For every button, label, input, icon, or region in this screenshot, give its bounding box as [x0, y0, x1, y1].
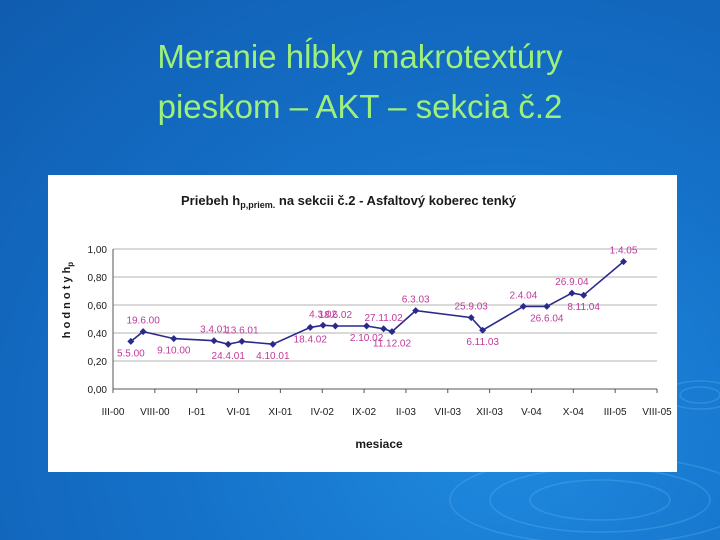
data-point	[210, 337, 218, 345]
y-tick-label: 0,60	[88, 301, 108, 312]
x-tick-label: II-03	[396, 407, 416, 418]
data-label: 13.6.01	[225, 325, 259, 336]
data-point	[568, 289, 576, 297]
data-label: 26.9.04	[555, 277, 589, 288]
data-label: 25.9.03	[455, 302, 489, 313]
series-layer	[127, 258, 628, 348]
data-point	[269, 340, 277, 348]
data-point	[170, 335, 178, 343]
x-tick-label: XI-01	[268, 407, 292, 418]
data-label: 26.6.04	[530, 313, 564, 324]
x-tick-label: V-04	[521, 407, 542, 418]
data-label: 19.6.00	[126, 316, 160, 327]
x-tick-label: IV-02	[311, 407, 335, 418]
data-label: 6.3.03	[402, 295, 430, 306]
line-chart: Priebeh hp,priem. na sekcii č.2 - Asfalt…	[61, 193, 673, 451]
data-label: 9.10.00	[157, 346, 191, 357]
data-point	[380, 325, 388, 333]
data-point	[127, 337, 135, 345]
data-label: 18.4.02	[294, 334, 328, 345]
data-point	[319, 321, 327, 329]
y-tick-label: 0,80	[88, 273, 108, 284]
x-axis-label: mesiace	[355, 437, 403, 451]
data-label: 24.4.01	[212, 351, 246, 362]
x-tick-label: III-05	[604, 407, 627, 418]
x-tick-label: VIII-05	[642, 407, 672, 418]
y-tick-label: 0,00	[88, 385, 108, 396]
data-point	[620, 258, 628, 266]
data-label: 6.11.03	[466, 337, 499, 348]
data-label: 3.4.01	[200, 325, 228, 336]
slide-title-line2: pieskom – AKT – sekcia č.2	[157, 88, 563, 125]
data-point	[224, 340, 232, 348]
data-point	[388, 328, 396, 336]
slide-title: Meranie hĺbky makrotextúry pieskom – AKT…	[0, 32, 720, 132]
data-point	[519, 302, 527, 310]
data-point	[363, 322, 371, 330]
data-label: 8.11.04	[567, 302, 600, 313]
data-point	[306, 323, 314, 331]
data-label: 18.6.02	[319, 310, 353, 321]
x-tick-label: VII-03	[434, 407, 461, 418]
y-tick-label: 0,40	[88, 329, 108, 340]
x-tick-label: I-01	[188, 407, 206, 418]
data-point	[580, 291, 588, 299]
y-tick-label: 0,20	[88, 357, 108, 368]
data-point	[467, 314, 475, 322]
chart-title: Priebeh hp,priem. na sekcii č.2 - Asfalt…	[181, 193, 517, 210]
x-tick-label: XII-03	[476, 407, 503, 418]
data-point	[479, 326, 487, 334]
y-tick-label: 1,00	[88, 245, 108, 256]
data-point	[238, 337, 246, 345]
data-label: 1.4.05	[610, 246, 638, 257]
data-point	[139, 328, 147, 336]
axis-layer: 0,00 0,20 0,40 0,60 0,80 1,00 III-00 VIII-00 I-0…	[88, 245, 673, 418]
x-tick-label: X-04	[563, 407, 585, 418]
y-axis-label: h o d n o t y hp	[61, 262, 75, 339]
data-label: 4.10.01	[256, 351, 290, 362]
data-label: 11.12.02	[373, 339, 412, 350]
x-tick-label: IX-02	[352, 407, 376, 418]
data-label-layer: 5.5.00 19.6.00 9.10.00 3.4.01 24.4.01 13.6.01…	[117, 246, 638, 363]
data-label: 4.3.02	[309, 309, 337, 320]
data-label: 2.4.04	[509, 290, 537, 301]
data-label: 2.10.02	[350, 333, 384, 344]
data-label: 27.11.02	[365, 313, 404, 324]
data-point	[412, 307, 420, 315]
data-label: 5.5.00	[117, 348, 145, 359]
x-tick-label: VIII-00	[140, 407, 170, 418]
data-point	[331, 322, 339, 330]
x-tick-label: VI-01	[227, 407, 251, 418]
data-point	[543, 302, 551, 310]
slide-title-line1: Meranie hĺbky makrotextúry	[157, 38, 563, 75]
chart-panel: Priebeh hp,priem. na sekcii č.2 - Asfalt…	[48, 175, 677, 472]
x-tick-label: III-00	[102, 407, 125, 418]
